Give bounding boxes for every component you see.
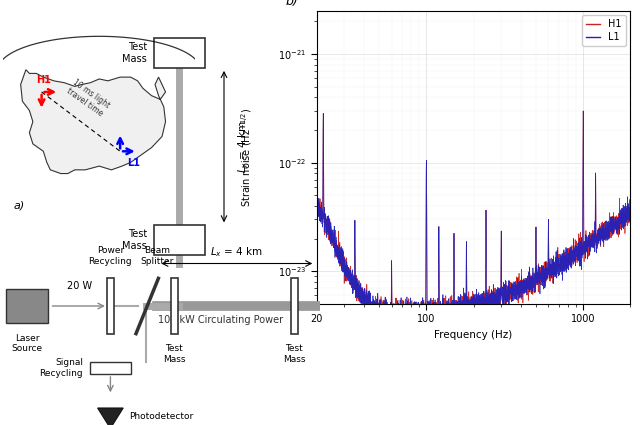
Bar (6, 289, 48, 323)
Text: $L_x$ = 4 km: $L_x$ = 4 km (211, 245, 263, 259)
Text: a): a) (13, 201, 25, 211)
Y-axis label: Strain noise (Hz$^{-1/2}$): Strain noise (Hz$^{-1/2}$) (239, 108, 254, 207)
Bar (291, 278, 298, 334)
Bar (154, 225, 205, 255)
Polygon shape (97, 408, 123, 425)
Text: 20 W: 20 W (67, 281, 92, 291)
Legend: H1, L1: H1, L1 (582, 15, 625, 46)
Text: L1: L1 (127, 158, 140, 168)
Text: 10 ms light
travel time: 10 ms light travel time (65, 77, 111, 118)
X-axis label: Frequency (Hz): Frequency (Hz) (435, 330, 513, 340)
Bar (154, 38, 205, 68)
Text: Test
Mass: Test Mass (283, 344, 306, 364)
Polygon shape (20, 70, 166, 173)
Text: Power
Recycling: Power Recycling (88, 246, 132, 266)
Text: H1: H1 (36, 75, 51, 85)
Text: Test
Mass: Test Mass (122, 42, 147, 64)
Text: Laser
Source: Laser Source (12, 334, 43, 353)
Bar (90, 362, 131, 374)
Text: Test
Mass: Test Mass (163, 344, 186, 364)
Text: Photodetector: Photodetector (129, 412, 194, 421)
Text: $L_y$ = 4 km: $L_y$ = 4 km (237, 120, 252, 173)
Text: Test
Mass: Test Mass (122, 230, 147, 251)
Bar (107, 278, 114, 334)
Text: Beam
Splitter: Beam Splitter (140, 246, 173, 266)
Text: Signal
Recycling: Signal Recycling (40, 358, 83, 378)
Text: b): b) (285, 0, 298, 8)
Text: 100 kW Circulating Power: 100 kW Circulating Power (158, 315, 284, 325)
Bar (171, 278, 178, 334)
